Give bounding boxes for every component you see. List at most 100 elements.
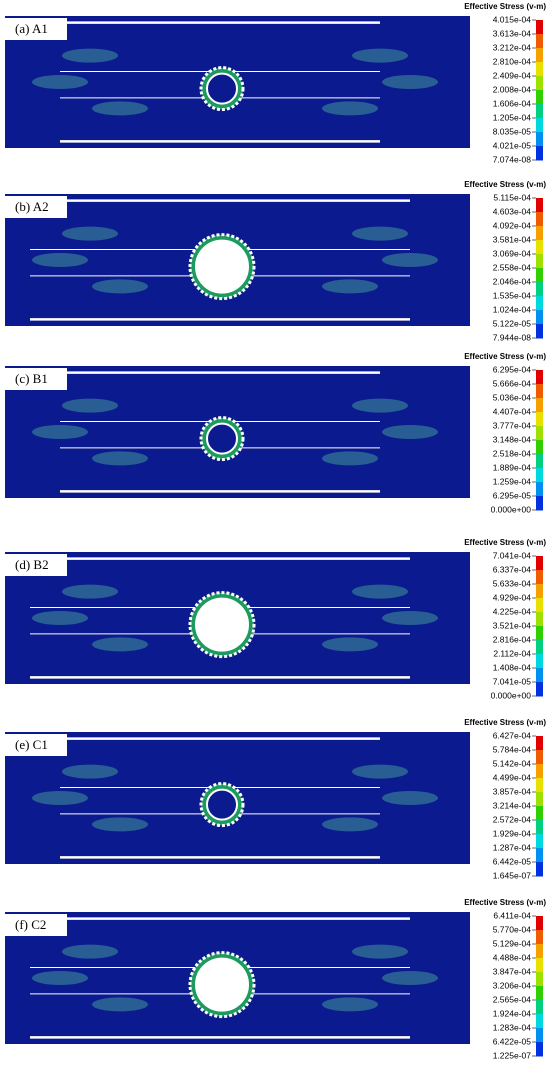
colorbar-segment — [536, 1028, 543, 1043]
colorbar-tick-label: 1.205e-04 — [493, 112, 532, 122]
colorbar-tick-label: 4.092e-04 — [493, 220, 532, 230]
colorbar-tick-label: 6.411e-04 — [493, 910, 531, 920]
colorbar-segment — [536, 482, 543, 497]
stress-zone — [352, 944, 408, 959]
colorbar-tick-label: 1.929e-04 — [493, 828, 532, 838]
stress-zone — [382, 791, 438, 805]
panel-label: (b) A2 — [15, 199, 49, 214]
colorbar-tick-label: 4.407e-04 — [493, 406, 532, 416]
colorbar-segment — [536, 268, 543, 283]
colorbar-tick-label: 1.283e-04 — [493, 1022, 532, 1032]
stress-zone — [382, 253, 438, 267]
stress-zone — [32, 425, 88, 439]
stress-zone — [32, 971, 88, 985]
stress-zone — [322, 637, 378, 652]
stress-zone — [352, 584, 408, 599]
stress-zone — [62, 226, 118, 241]
stress-zone — [32, 611, 88, 625]
stress-zone — [32, 75, 88, 89]
colorbar-segment — [536, 226, 543, 241]
colorbar-tick-label: 3.847e-04 — [493, 966, 532, 976]
cavity — [195, 957, 249, 1012]
colorbar-tick-label: 1.408e-04 — [493, 662, 532, 672]
colorbar-segment — [536, 820, 543, 835]
colorbar-tick-label: 3.069e-04 — [493, 248, 532, 258]
colorbar-segment — [536, 398, 543, 413]
colorbar-tick-label: 2.572e-04 — [493, 814, 532, 824]
colorbar-title: Effective Stress (v-m) — [464, 352, 546, 361]
stress-zone — [92, 279, 148, 294]
colorbar-segment — [536, 570, 543, 585]
panel-label-box — [5, 18, 67, 40]
colorbar-tick-label: 5.036e-04 — [493, 392, 532, 402]
panel-label: (c) B1 — [15, 371, 48, 386]
colorbar-tick-label: 1.645e-07 — [493, 870, 532, 880]
colorbar-tick-label: 3.581e-04 — [493, 234, 532, 244]
colorbar-tick-label: 6.295e-04 — [493, 364, 532, 374]
colorbar-segment — [536, 1014, 543, 1029]
colorbar-segment — [536, 384, 543, 399]
colorbar-tick-label: 5.666e-04 — [493, 378, 532, 388]
colorbar-segment — [536, 792, 543, 807]
colorbar-tick-label: 2.046e-04 — [493, 276, 532, 286]
colorbar-segment — [536, 198, 543, 213]
stress-zone — [322, 451, 378, 466]
stress-zone — [382, 971, 438, 985]
colorbar-tick-label: 5.784e-04 — [493, 744, 532, 754]
colorbar-tick-label: 1.606e-04 — [493, 98, 532, 108]
colorbar-segment — [536, 1000, 543, 1015]
cavity — [206, 72, 238, 105]
colorbar-tick-label: 7.041e-04 — [493, 550, 532, 560]
colorbar-segment — [536, 944, 543, 959]
panel-label-box — [5, 734, 67, 756]
stress-zone — [62, 764, 118, 779]
colorbar-tick-label: 3.857e-04 — [493, 786, 532, 796]
colorbar-tick-label: 2.112e-04 — [493, 648, 531, 658]
colorbar-segment — [536, 426, 543, 441]
cavity — [195, 597, 249, 652]
colorbar-tick-label: 1.287e-04 — [493, 842, 532, 852]
colorbar-tick-label: 3.521e-04 — [493, 620, 532, 630]
colorbar-segment — [536, 254, 543, 269]
panel-label: (a) A1 — [15, 21, 48, 36]
colorbar-segment — [536, 556, 543, 571]
cavity — [206, 422, 238, 455]
stress-zone — [62, 944, 118, 959]
colorbar-segment — [536, 496, 543, 511]
colorbar-segment — [536, 296, 543, 311]
colorbar-tick-label: 6.427e-04 — [493, 730, 532, 740]
colorbar-tick-label: 4.225e-04 — [493, 606, 532, 616]
colorbar-tick-label: 4.499e-04 — [493, 772, 532, 782]
colorbar-tick-label: 0.000e+00 — [491, 504, 532, 514]
stress-zone — [32, 791, 88, 805]
stress-zone — [382, 75, 438, 89]
stress-zone — [322, 817, 378, 832]
colorbar-segment — [536, 104, 543, 119]
colorbar-title: Effective Stress (v-m) — [464, 538, 546, 547]
colorbar-title: Effective Stress (v-m) — [464, 180, 546, 189]
colorbar-tick-label: 2.565e-04 — [493, 994, 532, 1004]
stress-zone — [382, 425, 438, 439]
colorbar-segment — [536, 118, 543, 133]
colorbar-segment — [536, 930, 543, 945]
colorbar-segment — [536, 132, 543, 147]
stress-zone — [322, 101, 378, 116]
colorbar-segment — [536, 916, 543, 931]
colorbar-segment — [536, 20, 543, 35]
panel-label-box — [5, 368, 67, 390]
colorbar-tick-label: 4.015e-04 — [493, 14, 532, 24]
cavity — [206, 788, 238, 821]
colorbar-segment — [536, 986, 543, 1001]
colorbar-tick-label: 3.777e-04 — [493, 420, 532, 430]
colorbar-tick-label: 4.021e-05 — [493, 140, 532, 150]
stress-zone — [382, 611, 438, 625]
colorbar-segment — [536, 240, 543, 255]
colorbar-tick-label: 5.122e-05 — [493, 318, 532, 328]
colorbar-tick-label: 7.944e-08 — [493, 332, 532, 342]
colorbar-segment — [536, 454, 543, 469]
colorbar-tick-label: 5.142e-04 — [493, 758, 532, 768]
panel-label-box — [5, 554, 67, 576]
panel-label: (d) B2 — [15, 557, 49, 572]
colorbar-segment — [536, 598, 543, 613]
